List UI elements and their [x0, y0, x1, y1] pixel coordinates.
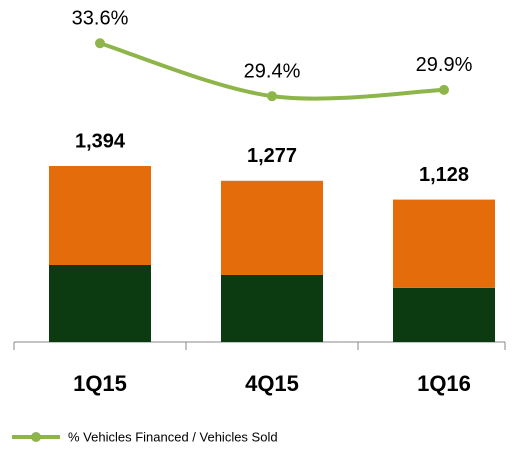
bar — [221, 180, 323, 275]
total-label: 1,128 — [419, 164, 469, 186]
bar — [393, 287, 495, 342]
bar — [393, 199, 495, 288]
line-marker — [95, 38, 105, 49]
bar — [221, 274, 323, 342]
data-label: 29.4% — [244, 60, 301, 82]
total-label: 1,394 — [75, 130, 126, 152]
bar — [49, 166, 151, 265]
line-marker — [439, 84, 449, 95]
legend-marker — [31, 432, 41, 442]
x-tick-label: 1Q15 — [73, 371, 127, 396]
bar — [49, 264, 151, 342]
x-tick-label: 1Q16 — [417, 371, 471, 396]
data-label: 29.9% — [416, 54, 473, 76]
line-marker — [267, 91, 277, 102]
total-label: 1,277 — [247, 145, 297, 167]
legend-label: % Vehicles Financed / Vehicles Sold — [68, 429, 278, 444]
x-tick-label: 4Q15 — [245, 371, 299, 396]
data-label: 33.6% — [72, 8, 129, 30]
